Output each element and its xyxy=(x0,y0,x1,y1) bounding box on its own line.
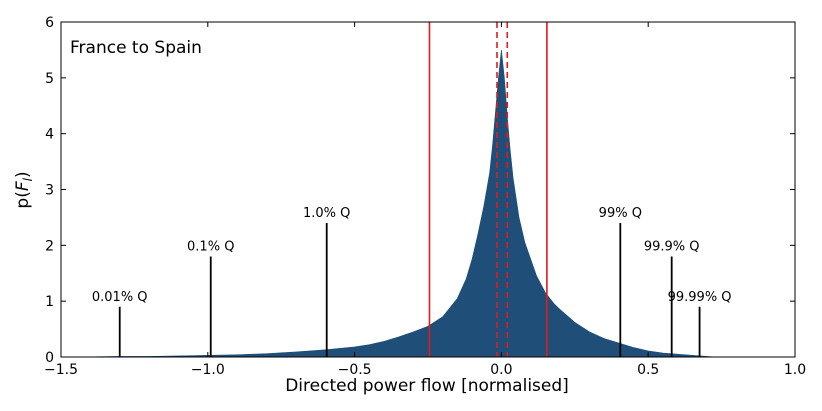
y-tick-label: 1 xyxy=(45,294,54,310)
y-tick-label: 5 xyxy=(45,71,54,87)
y-tick-label: 3 xyxy=(45,183,54,199)
x-tick-label: 0.5 xyxy=(637,362,659,378)
x-tick-label: −0.5 xyxy=(338,362,372,378)
quantile-label: 0.01% Q xyxy=(92,290,148,305)
y-tick-label: 6 xyxy=(45,15,54,31)
x-tick-label: 0.0 xyxy=(490,362,512,378)
density-area xyxy=(75,49,716,358)
y-axis-title: p(Fl) xyxy=(13,171,35,208)
quantile-label: 1.0% Q xyxy=(303,206,350,221)
x-tick-label: −1.0 xyxy=(191,362,225,378)
y-tick-label: 2 xyxy=(45,238,54,254)
quantile-label: 0.1% Q xyxy=(187,240,234,255)
x-tick-label: 1.0 xyxy=(784,362,806,378)
y-tick-label: 0 xyxy=(45,350,54,366)
chart-title: France to Spain xyxy=(70,38,202,58)
plot-layer: 0.01% Q 0.1% Q 1.0% Q 99% Q 99.9% Q 99.99% Q xyxy=(75,22,732,358)
tick-layer: −1.5 −1.0 −0.5 0.0 0.5 1.0 0 1 2 3 4 5 6 xyxy=(44,15,806,378)
quantile-label: 99.99% Q xyxy=(668,290,732,305)
plot-frame xyxy=(60,21,796,358)
quantile-label: 99.9% Q xyxy=(644,240,700,255)
x-axis-title: Directed power flow [normalised] xyxy=(285,376,569,396)
x-tick-label: −1.5 xyxy=(44,362,78,378)
y-tick-label: 4 xyxy=(45,127,54,143)
quantile-label: 99% Q xyxy=(599,206,642,221)
